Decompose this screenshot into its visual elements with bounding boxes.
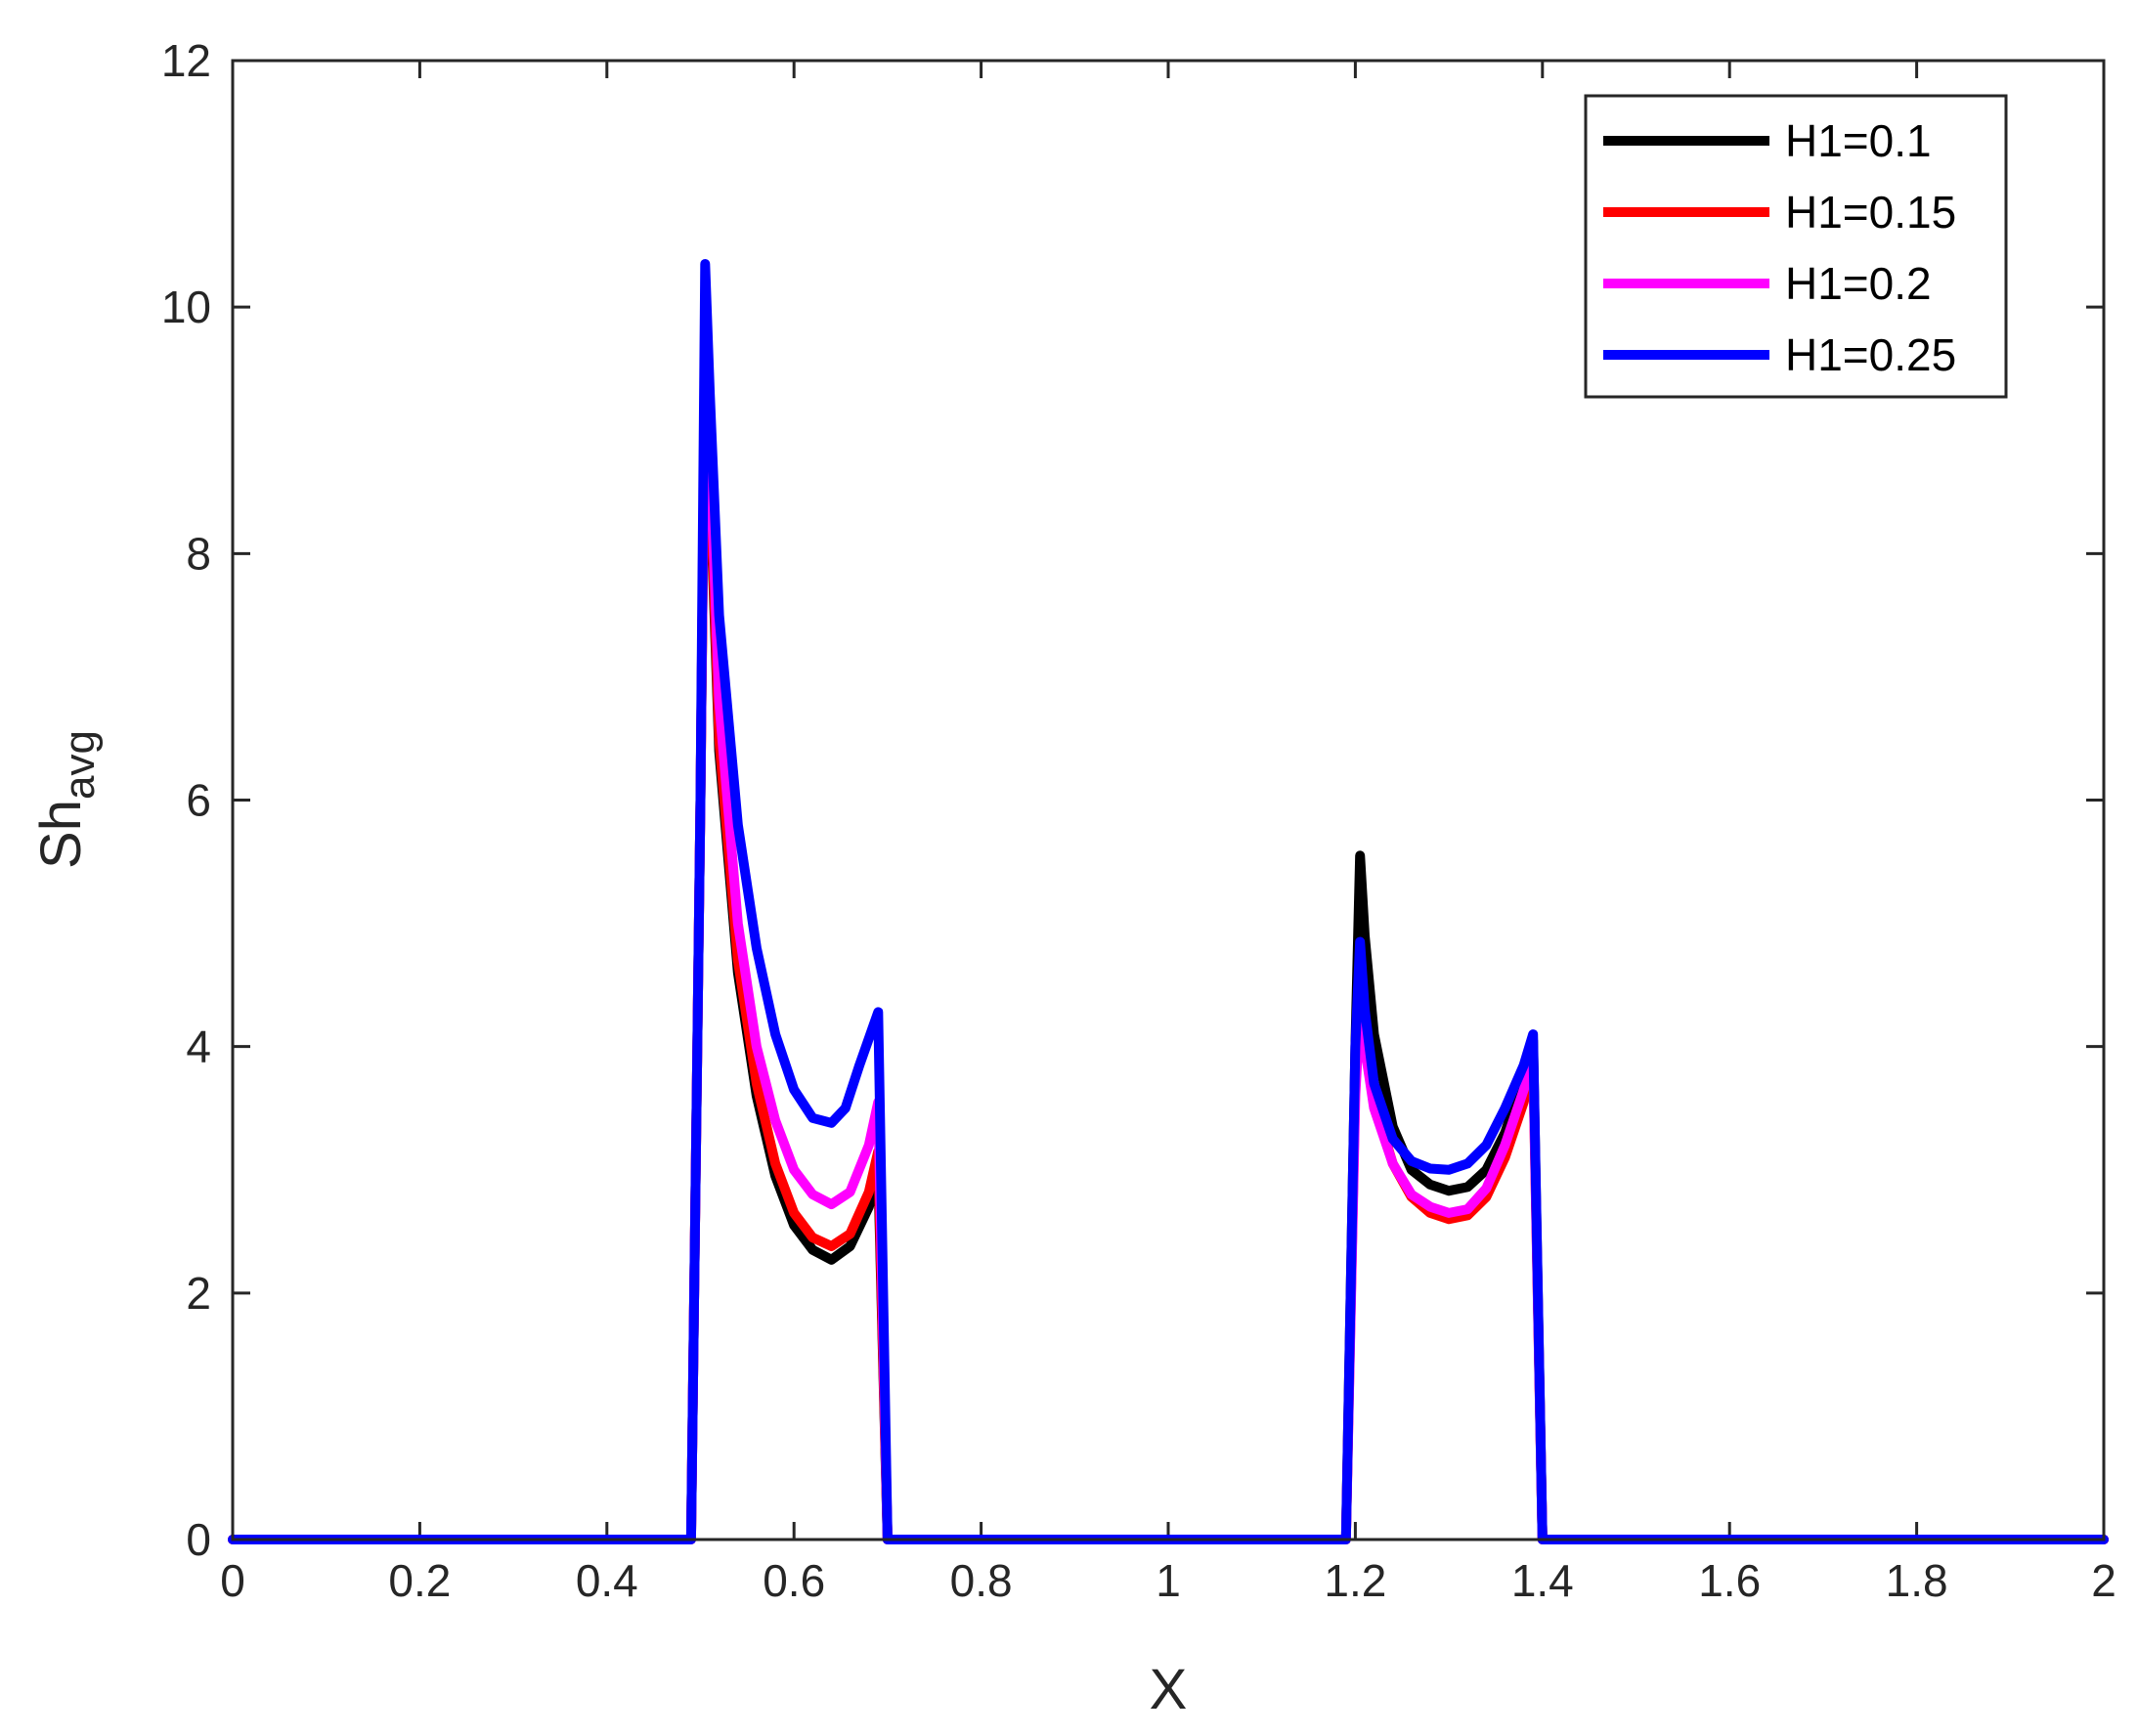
y-tick-label: 4 — [186, 1021, 211, 1072]
y-axis-label-subscript: avg — [56, 730, 104, 800]
legend-box — [1584, 94, 2008, 399]
x-tick-label: 2 — [2091, 1555, 2116, 1606]
x-tick-label: 1.4 — [1511, 1555, 1574, 1606]
legend-items: H1=0.1 H1=0.15 H1=0.2 H1=0.25 — [1603, 115, 1956, 380]
y-axis-label-main: Sh — [29, 800, 93, 869]
y-tick-label: 2 — [186, 1268, 211, 1319]
legend-label-3: H1=0.2 — [1785, 258, 1932, 309]
y-tick-label: 6 — [186, 775, 211, 826]
y-axis-label: Shavg — [29, 730, 104, 869]
legend-label-2: H1=0.15 — [1785, 187, 1956, 238]
x-tick-label: 1.8 — [1886, 1555, 1948, 1606]
y-tick-label: 8 — [186, 528, 211, 579]
y-tick-labels: 0 2 4 6 8 10 12 — [161, 35, 211, 1565]
y-tick-label: 0 — [186, 1514, 211, 1565]
x-tick-label: 0.2 — [388, 1555, 451, 1606]
x-tick-label: 1.6 — [1698, 1555, 1761, 1606]
x-tick-label: 1 — [1156, 1555, 1181, 1606]
x-tick-label: 0.6 — [763, 1555, 825, 1606]
x-tick-label: 0 — [220, 1555, 245, 1606]
legend: H1=0.1 H1=0.15 H1=0.2 H1=0.25 — [1584, 94, 2008, 399]
legend-label-4: H1=0.25 — [1785, 329, 1956, 380]
x-tick-label: 0.4 — [576, 1555, 638, 1606]
x-tick-labels: 0 0.2 0.4 0.6 0.8 1 1.2 1.4 1.6 1.8 2 — [220, 1555, 2116, 1606]
plot-area-frame — [231, 59, 2106, 1541]
x-axis-label: X — [1150, 1658, 1188, 1721]
x-tick-label: 0.8 — [950, 1555, 1013, 1606]
y-tick-label: 12 — [161, 35, 211, 86]
y-tick-label: 10 — [161, 282, 211, 332]
legend-label-1: H1=0.1 — [1785, 115, 1932, 166]
x-tick-label: 1.2 — [1324, 1555, 1386, 1606]
